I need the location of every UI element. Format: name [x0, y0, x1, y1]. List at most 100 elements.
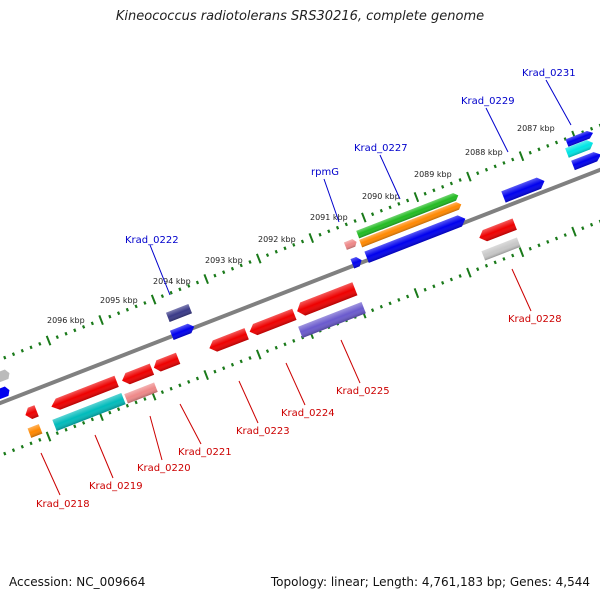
- topology-text: Topology: linear; Length: 4,761,183 bp; …: [270, 575, 590, 589]
- connector-krad-0224: [285, 362, 306, 406]
- reverse-scale-minor-tick: [441, 281, 445, 285]
- forward-scale-minor-tick: [169, 290, 173, 295]
- gene-arrow-krad-0218[interactable]: [23, 405, 39, 421]
- gene-label-krad-0231[interactable]: Krad_0231: [522, 68, 576, 79]
- gene-arrow-krad-0226[interactable]: [364, 213, 467, 263]
- forward-scale-major-tick: [203, 274, 209, 285]
- gene-arrow-krad-0225-violet[interactable]: [298, 302, 366, 338]
- accession-text: Accession: NC_009664: [9, 575, 146, 589]
- forward-scale-minor-tick: [589, 126, 594, 131]
- reverse-scale-minor-tick: [239, 359, 243, 364]
- gene-arrow-krad-0228-grey[interactable]: [481, 237, 521, 261]
- gene-arrow-rpmg-pink[interactable]: [343, 238, 358, 250]
- forward-scale-major-tick: [361, 212, 367, 223]
- gene-arrow-krad-0218-orange[interactable]: [27, 424, 43, 438]
- gene-arrow-krad-0231[interactable]: [565, 129, 595, 147]
- gene-label-krad-0229[interactable]: Krad_0229: [461, 96, 515, 107]
- connector-krad-0231: [545, 79, 572, 126]
- gene-label-krad-0222[interactable]: Krad_0222: [125, 235, 179, 246]
- reverse-scale-minor-tick: [160, 390, 165, 395]
- reverse-scale-minor-tick: [546, 240, 550, 244]
- forward-scale-minor-tick: [379, 208, 383, 213]
- gene-arrow-krad-0231-cyan[interactable]: [565, 138, 595, 158]
- gene-arrow-krad-0222-purple[interactable]: [166, 303, 192, 323]
- gene-label-krad-0219[interactable]: Krad_0219: [89, 481, 143, 492]
- gene-arrow-rpmg[interactable]: [350, 256, 364, 269]
- forward-scale-minor-tick: [441, 185, 445, 189]
- gene-arrow-krad-0227-orange[interactable]: [359, 201, 463, 248]
- forward-scale-minor-tick: [239, 263, 243, 268]
- reverse-scale-major-tick: [203, 370, 209, 381]
- forward-scale-minor-tick: [213, 273, 217, 278]
- reverse-scale-track: [3, 219, 600, 456]
- gene-arrow-krad-0227-green[interactable]: [356, 192, 460, 239]
- forward-scale-minor-tick: [405, 198, 410, 203]
- reverse-scale-minor-tick: [493, 260, 497, 265]
- reverse-scale-minor-tick: [38, 437, 42, 442]
- gene-label-krad-0221[interactable]: Krad_0221: [178, 447, 232, 458]
- forward-scale-minor-tick: [458, 178, 462, 182]
- gene-arrow-edge-grey[interactable]: [0, 368, 11, 385]
- reverse-scale-minor-tick: [222, 366, 226, 371]
- forward-genes: [0, 129, 600, 402]
- gene-arrow-krad-0223[interactable]: [207, 328, 249, 354]
- gene-arrow-krad-0225[interactable]: [295, 282, 358, 318]
- reverse-scale-minor-tick: [563, 233, 567, 237]
- forward-scale-minor-tick: [327, 229, 331, 234]
- reverse-scale-minor-tick: [528, 246, 532, 251]
- connector-krad-0225: [340, 339, 361, 384]
- reverse-scale-minor-tick: [169, 386, 173, 391]
- connector-krad-0218: [40, 452, 61, 496]
- gene-arrow-krad-0219[interactable]: [49, 375, 119, 413]
- forward-scale-minor-tick: [187, 283, 191, 288]
- gene-arrow-krad-0220-pink[interactable]: [124, 382, 158, 404]
- reverse-scale-minor-tick: [11, 448, 16, 453]
- gene-arrow-krad-0220[interactable]: [120, 363, 155, 387]
- reverse-scale-minor-tick: [134, 400, 138, 405]
- gene-label-rpmg[interactable]: rpmG: [311, 167, 339, 178]
- gene-label-krad-0224[interactable]: Krad_0224: [281, 408, 335, 419]
- reverse-scale-minor-tick: [379, 304, 383, 309]
- reverse-scale-minor-tick: [292, 339, 296, 343]
- connector-krad-0227: [379, 154, 401, 200]
- reverse-scale-minor-tick: [405, 294, 410, 299]
- forward-scale-minor-tick: [423, 191, 427, 196]
- label-connectors: [40, 79, 572, 496]
- forward-scale-major-tick: [98, 315, 104, 326]
- gene-arrow-edge-blue[interactable]: [0, 385, 11, 402]
- reverse-scale-minor-tick: [73, 424, 77, 429]
- forward-scale-track: [3, 123, 600, 360]
- gene-arrow-krad-0219-teal[interactable]: [52, 392, 126, 432]
- gene-arrow-krad-0230[interactable]: [571, 150, 600, 171]
- reverse-scale-minor-tick: [423, 287, 427, 292]
- forward-scale-minor-tick: [493, 164, 497, 169]
- gene-label-krad-0218[interactable]: Krad_0218: [36, 499, 90, 510]
- connector-krad-0219: [94, 434, 114, 479]
- forward-scale-minor-tick: [449, 181, 454, 186]
- reverse-scale-minor-tick: [502, 257, 506, 261]
- gene-label-krad-0220[interactable]: Krad_0220: [137, 463, 191, 474]
- reverse-scale-minor-tick: [108, 410, 112, 415]
- reverse-scale-minor-tick: [554, 236, 559, 241]
- gene-arrow-krad-0229[interactable]: [501, 175, 546, 203]
- gene-arrow-krad-0228[interactable]: [477, 218, 517, 244]
- gene-label-krad-0227[interactable]: Krad_0227: [354, 143, 408, 154]
- map-title: Kineococcus radiotolerans SRS30216, comp…: [115, 9, 485, 24]
- gene-arrow-krad-0222[interactable]: [170, 322, 196, 341]
- forward-scale-minor-tick: [248, 260, 252, 264]
- gene-label-krad-0223[interactable]: Krad_0223: [236, 426, 290, 437]
- forward-scale-minor-tick: [230, 266, 235, 271]
- genome-backbone: [0, 167, 600, 406]
- gene-label-krad-0228[interactable]: Krad_0228: [508, 314, 562, 325]
- gene-label-krad-0225[interactable]: Krad_0225: [336, 386, 390, 397]
- gene-arrow-krad-0221[interactable]: [152, 352, 181, 374]
- reverse-scale-minor-tick: [213, 369, 217, 374]
- forward-scale-minor-tick: [563, 137, 567, 141]
- scale-label-2093: 2093 kbp: [205, 256, 243, 265]
- reverse-scale-minor-tick: [81, 420, 86, 425]
- reverse-scale-major-tick: [571, 226, 577, 237]
- forward-scale-major-tick: [308, 233, 315, 244]
- forward-scale-minor-tick: [125, 307, 129, 312]
- forward-scale-minor-tick: [195, 280, 200, 285]
- gene-arrow-krad-0224[interactable]: [247, 308, 297, 338]
